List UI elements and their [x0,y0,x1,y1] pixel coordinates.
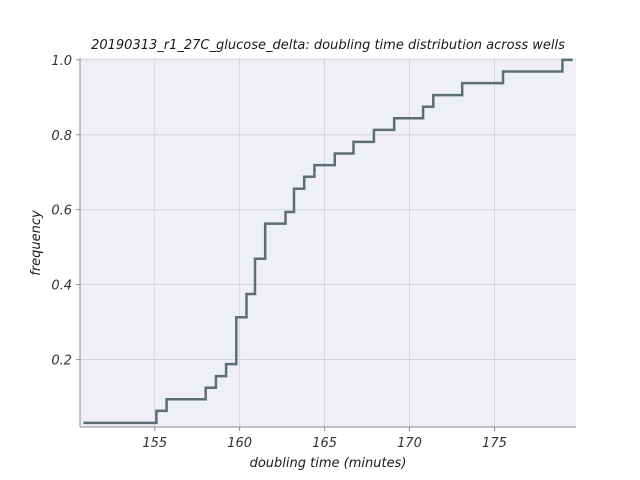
x-tick-label: 160 [227,436,252,451]
x-tick-label: 175 [482,436,507,451]
x-axis-ticks: 155 160 165 170 175 [142,427,507,451]
plot-background [80,58,576,427]
y-tick-label: 0.4 [51,279,72,294]
ecdf-step-line [83,58,573,425]
chart-title: 20190313_r1_27C_glucose_delta: doubling … [91,38,565,53]
y-gridlines [80,59,576,360]
y-axis-ticks: 0.2 0.4 0.6 0.8 1.0 [51,54,80,369]
y-axis-label: frequency [29,210,44,276]
y-tick-label: 0.2 [51,354,72,369]
x-tick-label: 155 [142,436,167,451]
y-tick-label: 0.8 [51,129,72,144]
y-tick-label: 0.6 [51,204,72,219]
x-tick-label: 165 [312,436,337,451]
x-axis-label: doubling time (minutes) [250,456,407,471]
x-tick-label: 170 [397,436,422,451]
y-tick-label: 1.0 [51,54,72,69]
